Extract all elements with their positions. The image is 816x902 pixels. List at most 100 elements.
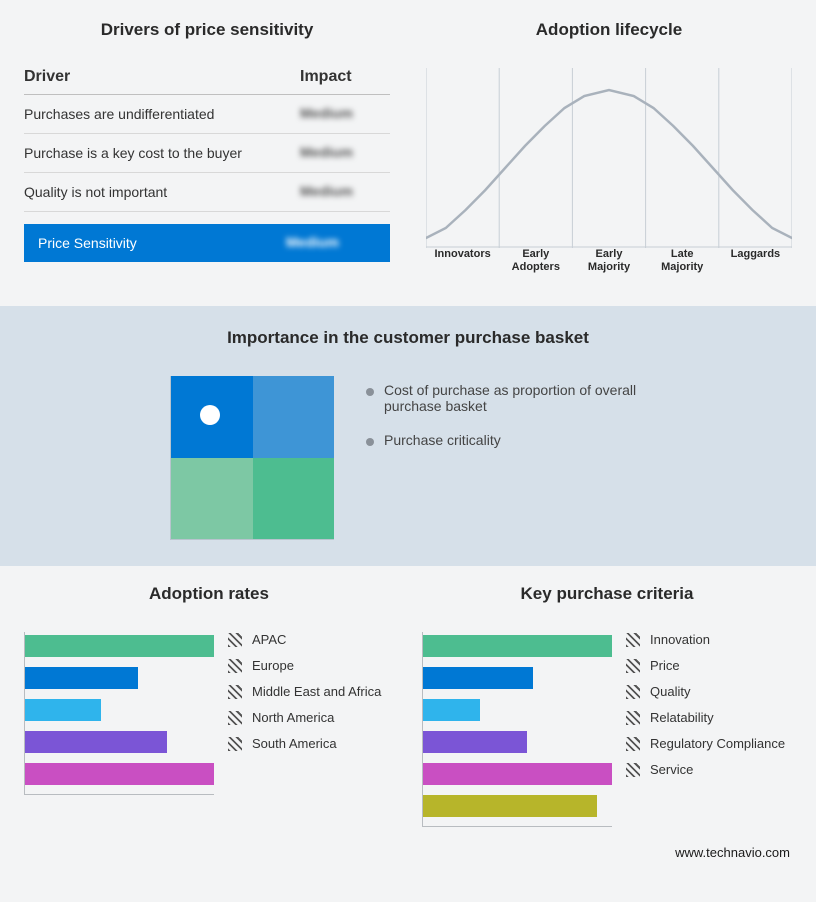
top-row: Drivers of price sensitivity Driver Impa…: [0, 0, 816, 306]
drivers-row: Quality is not importantMedium: [24, 173, 390, 212]
drivers-title: Drivers of price sensitivity: [24, 20, 390, 40]
bullet-icon: [366, 438, 374, 446]
bar: [25, 763, 214, 785]
lifecycle-label: LateMajority: [646, 248, 719, 274]
legend-label: Europe: [252, 658, 294, 673]
bar: [25, 635, 214, 657]
legend-item: South America: [228, 736, 381, 751]
quadrant-cell-tr: [253, 376, 335, 458]
quadrant-chart: [170, 376, 334, 540]
quadrant-legend-label: Cost of purchase as proportion of overal…: [384, 382, 646, 414]
bar-row: [423, 632, 612, 660]
quadrant-cell-br: [253, 458, 335, 540]
drivers-row-label: Purchase is a key cost to the buyer: [24, 145, 300, 161]
bar: [423, 731, 527, 753]
legend-item: North America: [228, 710, 381, 725]
lifecycle-label: Innovators: [426, 248, 499, 274]
bullet-icon: [366, 388, 374, 396]
hatch-icon: [626, 711, 640, 725]
quadrant-legend: Cost of purchase as proportion of overal…: [366, 376, 646, 448]
drivers-footer: Price Sensitivity Medium: [24, 224, 390, 262]
bar: [25, 731, 167, 753]
drivers-row-impact: Medium: [300, 144, 353, 160]
legend-label: North America: [252, 710, 334, 725]
drivers-row: Purchases are undifferentiatedMedium: [24, 95, 390, 134]
drivers-footer-label: Price Sensitivity: [38, 235, 286, 251]
hatch-icon: [228, 685, 242, 699]
bar: [25, 699, 101, 721]
legend-item: APAC: [228, 632, 381, 647]
bar-row: [423, 792, 612, 820]
drivers-row: Purchase is a key cost to the buyerMediu…: [24, 134, 390, 173]
legend-label: Quality: [650, 684, 690, 699]
bar: [423, 635, 612, 657]
bar: [423, 795, 597, 817]
key-criteria-legend: Innovation Price Quality Relatability Regula…: [626, 632, 785, 777]
key-criteria-panel: Key purchase criteria Innovation Price Qua…: [422, 584, 792, 827]
hatch-icon: [228, 711, 242, 725]
bar-row: [423, 696, 612, 724]
adoption-rates-title: Adoption rates: [24, 584, 394, 604]
legend-item: Innovation: [626, 632, 785, 647]
footer-source: www.technavio.com: [0, 835, 816, 860]
bottom-row: Adoption rates APAC Europe Middle East and…: [0, 566, 816, 835]
drivers-footer-impact: Medium: [286, 234, 339, 250]
quadrant-legend-item: Purchase criticality: [366, 432, 646, 448]
drivers-panel: Drivers of price sensitivity Driver Impa…: [24, 20, 390, 288]
col-header-impact: Impact: [300, 68, 390, 86]
legend-item: Quality: [626, 684, 785, 699]
bar: [25, 667, 138, 689]
bar-row: [423, 664, 612, 692]
key-criteria-area: Innovation Price Quality Relatability Regula…: [422, 632, 792, 827]
hatch-icon: [626, 685, 640, 699]
bar-row: [25, 696, 214, 724]
hatch-icon: [626, 737, 640, 751]
drivers-table: Driver Impact Purchases are undifferenti…: [24, 68, 390, 262]
lifecycle-label: Laggards: [719, 248, 792, 274]
quadrant-legend-label: Purchase criticality: [384, 432, 501, 448]
adoption-rates-chart: [24, 632, 214, 795]
basket-title: Importance in the customer purchase bask…: [24, 328, 792, 348]
lifecycle-curve-svg: [426, 68, 792, 248]
lifecycle-label: EarlyAdopters: [499, 248, 572, 274]
bar-row: [25, 664, 214, 692]
lifecycle-panel: Adoption lifecycle InnovatorsEarlyAdopte…: [426, 20, 792, 288]
legend-item: Relatability: [626, 710, 785, 725]
legend-label: Service: [650, 762, 693, 777]
key-criteria-chart: [422, 632, 612, 827]
bar-row: [25, 632, 214, 660]
basket-band: Importance in the customer purchase bask…: [0, 306, 816, 566]
adoption-rates-area: APAC Europe Middle East and Africa North Am…: [24, 632, 394, 795]
quadrant-legend-item: Cost of purchase as proportion of overal…: [366, 382, 646, 414]
legend-label: Middle East and Africa: [252, 684, 381, 699]
adoption-rates-legend: APAC Europe Middle East and Africa North Am…: [228, 632, 381, 751]
lifecycle-title: Adoption lifecycle: [426, 20, 792, 40]
legend-item: Regulatory Compliance: [626, 736, 785, 751]
bar-row: [25, 728, 214, 756]
col-header-driver: Driver: [24, 68, 300, 86]
adoption-rates-panel: Adoption rates APAC Europe Middle East and…: [24, 584, 394, 827]
legend-label: APAC: [252, 632, 286, 647]
hatch-icon: [626, 763, 640, 777]
legend-item: Middle East and Africa: [228, 684, 381, 699]
hatch-icon: [626, 633, 640, 647]
drivers-row-impact: Medium: [300, 105, 353, 121]
bar-row: [423, 728, 612, 756]
drivers-header-row: Driver Impact: [24, 68, 390, 95]
legend-label: Relatability: [650, 710, 714, 725]
key-criteria-title: Key purchase criteria: [422, 584, 792, 604]
bar: [423, 699, 480, 721]
legend-label: Price: [650, 658, 680, 673]
hatch-icon: [228, 659, 242, 673]
legend-item: Service: [626, 762, 785, 777]
hatch-icon: [626, 659, 640, 673]
legend-item: Price: [626, 658, 785, 673]
hatch-icon: [228, 633, 242, 647]
bar: [423, 667, 533, 689]
drivers-row-impact: Medium: [300, 183, 353, 199]
legend-item: Europe: [228, 658, 381, 673]
legend-label: Innovation: [650, 632, 710, 647]
lifecycle-chart: InnovatorsEarlyAdoptersEarlyMajorityLate…: [426, 68, 792, 288]
drivers-row-label: Quality is not important: [24, 184, 300, 200]
hatch-icon: [228, 737, 242, 751]
